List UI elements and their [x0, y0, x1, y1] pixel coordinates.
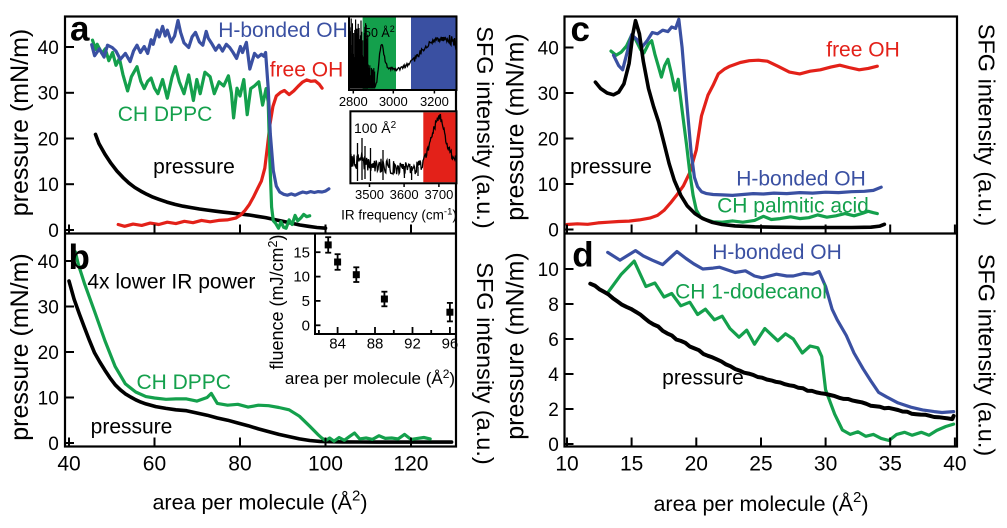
svg-text:fluence (mJ/cm2): fluence (mJ/cm2) [266, 235, 287, 370]
svg-text:40: 40 [57, 453, 80, 476]
svg-text:3000: 3000 [379, 94, 408, 109]
svg-text:92: 92 [404, 336, 421, 353]
svg-text:3200: 3200 [420, 94, 449, 109]
svg-text:100: 100 [308, 453, 343, 476]
svg-text:84: 84 [329, 336, 346, 353]
svg-text:CH DPPC: CH DPPC [118, 103, 213, 126]
svg-text:SFG intensity (a.u.): SFG intensity (a.u.) [472, 26, 498, 228]
svg-text:H-bonded OH: H-bonded OH [736, 168, 866, 191]
svg-text:3600: 3600 [390, 187, 419, 202]
svg-text:20: 20 [38, 343, 59, 364]
svg-text:96: 96 [442, 336, 459, 353]
svg-text:CH palmitic acid: CH palmitic acid [717, 195, 869, 218]
svg-text:50 Å2: 50 Å2 [364, 24, 395, 40]
svg-text:d: d [572, 236, 593, 275]
svg-text:pressure (mN/m): pressure (mN/m) [502, 252, 530, 440]
svg-text:40: 40 [538, 38, 559, 59]
svg-text:IR frequency (cm-1): IR frequency (cm-1) [341, 207, 457, 223]
svg-text:6: 6 [548, 330, 559, 351]
svg-text:4x lower IR power: 4x lower IR power [87, 271, 255, 294]
svg-text:CH 1-dodecanol: CH 1-dodecanol [675, 281, 827, 304]
svg-text:area per molecule (Å2): area per molecule (Å2) [653, 489, 868, 516]
svg-text:8: 8 [548, 295, 559, 316]
svg-text:a: a [70, 10, 90, 49]
svg-text:pressure (mN/m): pressure (mN/m) [6, 253, 34, 441]
svg-text:CH DPPC: CH DPPC [136, 371, 231, 394]
svg-text:15: 15 [620, 453, 643, 476]
svg-text:15: 15 [293, 244, 310, 261]
svg-text:SFG intensity (a.u.): SFG intensity (a.u.) [974, 254, 1000, 456]
svg-text:20: 20 [38, 129, 59, 150]
svg-text:25: 25 [749, 453, 772, 476]
svg-text:2800: 2800 [339, 94, 368, 109]
svg-text:10: 10 [538, 175, 559, 196]
svg-text:40: 40 [943, 453, 966, 476]
svg-text:area per molecule (Å2): area per molecule (Å2) [152, 488, 367, 515]
svg-text:88: 88 [367, 336, 384, 353]
svg-text:120: 120 [393, 453, 428, 476]
svg-text:10: 10 [293, 269, 310, 286]
svg-text:SFG intensity (a.u.): SFG intensity (a.u.) [974, 24, 1000, 226]
svg-text:0: 0 [48, 221, 59, 242]
svg-text:b: b [69, 238, 90, 277]
svg-text:free OH: free OH [270, 59, 344, 82]
svg-text:40: 40 [38, 252, 59, 273]
svg-text:H-bonded OH: H-bonded OH [218, 19, 348, 42]
svg-text:20: 20 [685, 453, 708, 476]
svg-text:10: 10 [555, 453, 578, 476]
svg-text:0: 0 [302, 317, 310, 334]
svg-text:4: 4 [548, 365, 559, 386]
svg-text:60: 60 [143, 453, 166, 476]
svg-text:35: 35 [879, 453, 902, 476]
svg-text:pressure (mN/m): pressure (mN/m) [502, 33, 530, 221]
svg-text:0: 0 [548, 435, 559, 456]
svg-text:area per molecule (Å2): area per molecule (Å2) [285, 367, 455, 388]
svg-text:10: 10 [38, 388, 59, 409]
svg-text:20: 20 [538, 129, 559, 150]
svg-text:30: 30 [38, 297, 59, 318]
svg-text:2: 2 [548, 400, 559, 421]
svg-text:5: 5 [302, 293, 310, 310]
svg-text:pressure: pressure [91, 416, 173, 439]
svg-text:30: 30 [38, 84, 59, 105]
svg-text:pressure: pressure [153, 156, 235, 179]
svg-text:pressure: pressure [662, 367, 744, 390]
svg-text:H-bonded OH: H-bonded OH [712, 241, 842, 264]
svg-text:0: 0 [48, 434, 59, 455]
svg-text:30: 30 [814, 453, 837, 476]
svg-text:3500: 3500 [355, 187, 384, 202]
svg-text:SFG intensity (a.u.): SFG intensity (a.u.) [472, 262, 498, 464]
svg-text:c: c [571, 10, 590, 49]
svg-text:pressure: pressure [570, 156, 652, 179]
svg-text:3700: 3700 [424, 187, 453, 202]
svg-text:10: 10 [538, 260, 559, 281]
svg-text:40: 40 [38, 38, 59, 59]
svg-text:30: 30 [538, 84, 559, 105]
svg-text:80: 80 [228, 453, 251, 476]
svg-text:10: 10 [38, 175, 59, 196]
svg-text:free OH: free OH [826, 39, 900, 62]
svg-text:pressure (mN/m): pressure (mN/m) [6, 29, 34, 217]
svg-text:100 Å2: 100 Å2 [354, 120, 397, 136]
svg-text:0: 0 [548, 220, 559, 241]
